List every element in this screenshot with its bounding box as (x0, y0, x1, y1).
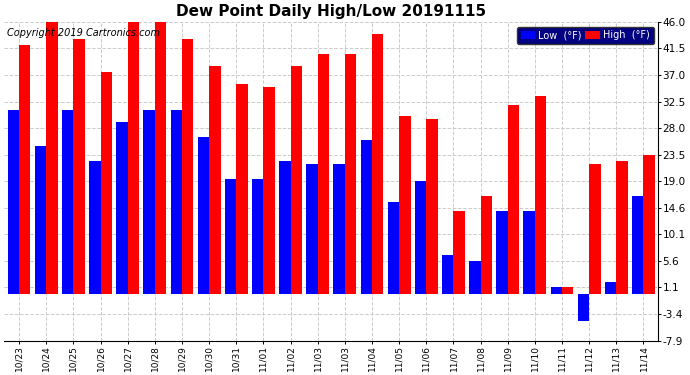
Title: Dew Point Daily High/Low 20191115: Dew Point Daily High/Low 20191115 (176, 4, 486, 19)
Bar (89, 161, 101, 294)
Bar (524, 211, 535, 294)
Bar (632, 196, 644, 294)
Bar (605, 282, 616, 294)
Bar (155, 22, 166, 294)
Bar (616, 161, 628, 294)
Bar (333, 164, 345, 294)
Bar (19, 45, 30, 294)
Bar (128, 22, 139, 294)
Bar (578, 294, 589, 321)
Bar (73, 39, 85, 294)
Bar (101, 72, 112, 294)
Bar (361, 140, 372, 294)
Bar (535, 96, 546, 294)
Bar (182, 39, 193, 294)
Bar (551, 287, 562, 294)
Bar (117, 122, 128, 294)
Bar (8, 111, 19, 294)
Bar (496, 211, 508, 294)
Bar (426, 119, 437, 294)
Bar (388, 202, 399, 294)
Bar (46, 22, 58, 294)
Bar (34, 146, 46, 294)
Bar (317, 54, 329, 294)
Bar (279, 161, 290, 294)
Bar (562, 287, 573, 294)
Bar (469, 261, 481, 294)
Bar (62, 111, 73, 294)
Bar (442, 255, 453, 294)
Bar (345, 54, 356, 294)
Bar (481, 196, 492, 294)
Bar (399, 116, 411, 294)
Bar (372, 33, 384, 294)
Text: Copyright 2019 Cartronics.com: Copyright 2019 Cartronics.com (8, 28, 161, 38)
Bar (236, 84, 248, 294)
Bar (264, 87, 275, 294)
Bar (170, 111, 182, 294)
Bar (508, 105, 519, 294)
Bar (589, 164, 600, 294)
Bar (198, 137, 209, 294)
Bar (144, 111, 155, 294)
Bar (225, 178, 236, 294)
Bar (644, 155, 655, 294)
Bar (252, 178, 264, 294)
Bar (209, 66, 221, 294)
Bar (290, 66, 302, 294)
Bar (415, 182, 426, 294)
Bar (306, 164, 317, 294)
Bar (453, 211, 465, 294)
Legend: Low  (°F), High  (°F): Low (°F), High (°F) (517, 27, 653, 44)
